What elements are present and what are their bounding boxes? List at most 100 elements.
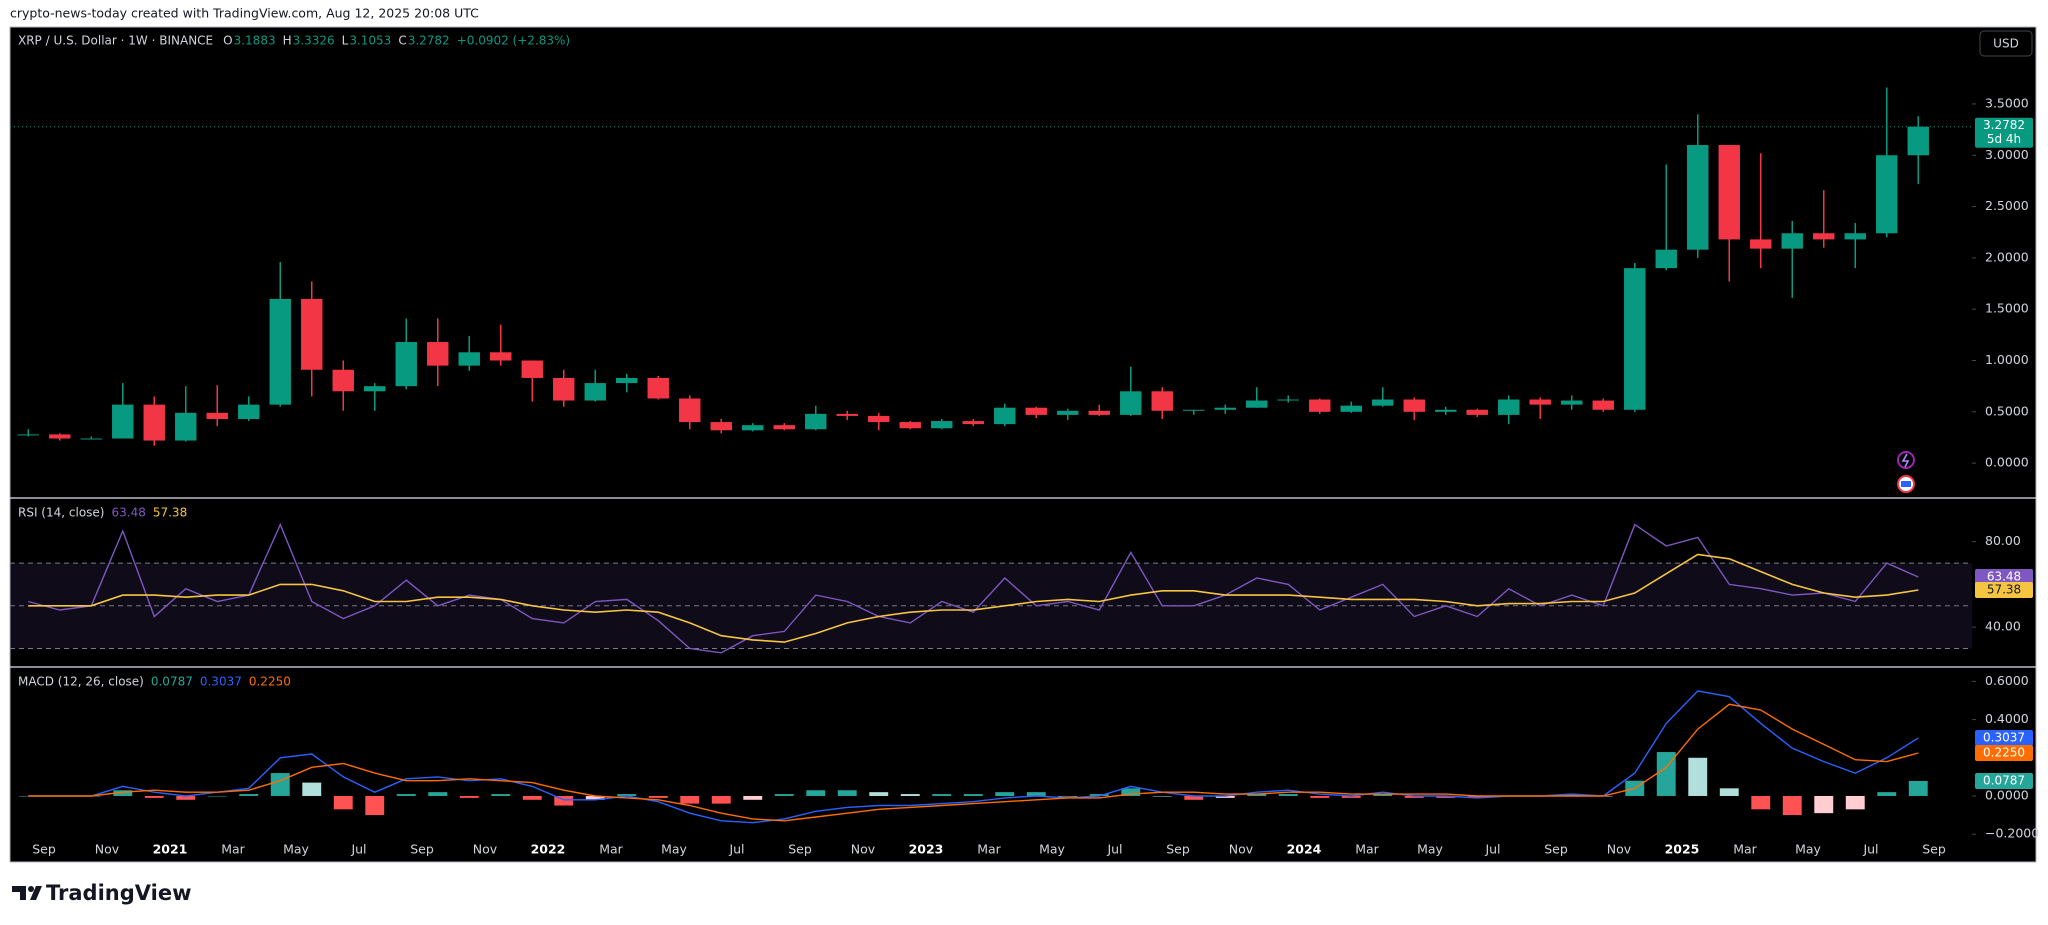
histogram-bar: [396, 794, 416, 796]
histogram-bar: [239, 794, 259, 796]
histogram-bar: [333, 795, 353, 810]
candle-body: [868, 415, 890, 423]
y-tick-label: −0.2000: [1985, 826, 2039, 841]
y-tick-label: 0.0000: [1985, 787, 2029, 802]
x-tick-label: Jul: [1484, 842, 1500, 857]
y-tick-label: 2.0000: [1985, 249, 2029, 264]
legend-value: 57.38: [153, 506, 187, 520]
candle-body: [1498, 399, 1520, 415]
candle-body: [584, 383, 606, 401]
ohlc-key: H: [283, 34, 292, 48]
x-tick-label: Jul: [728, 842, 744, 857]
histogram-bar: [459, 795, 479, 798]
histogram-bar: [900, 794, 920, 796]
y-tick-label: 0.6000: [1985, 673, 2029, 688]
candle-body: [458, 352, 480, 366]
candle-body: [206, 412, 228, 420]
histogram-bar: [648, 795, 668, 798]
ohlc-value: 3.3326: [293, 34, 335, 48]
histogram-bar: [743, 795, 763, 800]
y-tick-label: 0.5000: [1985, 403, 2029, 418]
candle-body: [710, 422, 732, 431]
histogram-bar: [1688, 757, 1708, 796]
histogram-bar: [837, 790, 857, 796]
histogram-bar: [428, 792, 448, 796]
candle-body: [1876, 155, 1898, 234]
candle-body: [1403, 399, 1425, 412]
candle-body: [1687, 144, 1709, 250]
ohlc-key: O: [223, 34, 232, 48]
candle-body: [1718, 144, 1740, 240]
candle-body: [647, 377, 669, 399]
candle-body: [521, 360, 543, 378]
candle-body: [364, 386, 386, 392]
y-tick-label: 3.0000: [1985, 147, 2029, 162]
candle-body: [427, 342, 449, 366]
countdown-label: 5d 4h: [1987, 132, 2021, 146]
candle-body: [1372, 399, 1394, 406]
x-tick-label: May: [661, 842, 687, 857]
event-icon[interactable]: [1897, 451, 1915, 469]
histogram-bar: [711, 795, 731, 804]
candle-body: [1781, 233, 1803, 249]
histogram-bar: [1467, 795, 1487, 798]
x-tick-label: May: [1039, 842, 1065, 857]
candle-body: [1088, 410, 1110, 415]
x-tick-label: Jul: [1862, 842, 1878, 857]
axis-badge-box: [1975, 745, 2033, 761]
x-tick-label: May: [1795, 842, 1821, 857]
histogram-bar: [1310, 795, 1330, 798]
candle-body: [1466, 409, 1488, 415]
currency-button-label[interactable]: USD: [1993, 37, 2019, 51]
ohlc-key: C: [398, 34, 406, 48]
x-tick-label: Nov: [1229, 842, 1254, 857]
currency-button[interactable]: USD: [1979, 30, 2033, 57]
axis-badge: 57.38: [1987, 583, 2021, 597]
candle-body: [1120, 391, 1142, 415]
axis-badge-box: [1975, 772, 2033, 789]
histogram-bar: [522, 795, 542, 800]
histogram-bar: [1341, 795, 1361, 798]
candle-body: [17, 434, 39, 436]
histogram-bar: [365, 795, 385, 816]
x-tick-label: Nov: [473, 842, 498, 857]
indicator-title: MACD (12, 26, close): [18, 675, 144, 689]
x-tick-label: Sep: [1922, 842, 1946, 857]
histogram-bar: [680, 795, 700, 804]
price-change: +0.0902 (+2.83%): [457, 34, 570, 48]
x-tick-label: May: [1417, 842, 1443, 857]
candle-body: [1813, 233, 1835, 240]
x-tick-label: May: [283, 842, 309, 857]
axis-badge-box: [1975, 729, 2033, 746]
histogram-bar: [1562, 794, 1582, 796]
candle-body: [1435, 409, 1457, 412]
histogram-bar: [806, 790, 826, 796]
y-tick-label: 40.00: [1985, 619, 2021, 634]
x-tick-label: Nov: [851, 842, 876, 857]
legend-value: 0.2250: [249, 675, 291, 689]
currency-button-box[interactable]: [1979, 30, 2033, 57]
candle-body: [679, 398, 701, 423]
candle-body: [1277, 399, 1299, 401]
histogram-bar: [1656, 752, 1676, 796]
histogram-bar: [302, 782, 322, 796]
axis-badge: 63.48: [1987, 569, 2021, 583]
candle-body: [143, 404, 165, 441]
candle-body: [773, 425, 795, 430]
histogram-bar: [1278, 794, 1298, 796]
attribution: crypto-news-today created with TradingVi…: [10, 6, 479, 21]
candle-body: [1529, 399, 1551, 405]
x-tick-label: Mar: [1355, 842, 1379, 857]
x-tick-label: Mar: [599, 842, 623, 857]
y-tick-label: 80.00: [1985, 533, 2021, 548]
candle-body: [1844, 233, 1866, 240]
histogram-bar: [932, 794, 952, 796]
chart-title: XRP / U.S. Dollar · 1W · BINANCE: [18, 34, 213, 48]
histogram-bar: [18, 795, 38, 797]
histogram-bar: [1751, 795, 1771, 810]
y-tick-label: 3.5000: [1985, 95, 2029, 110]
histogram-bar: [869, 792, 889, 796]
indicator-line: [28, 553, 1919, 643]
candle-body: [616, 377, 638, 384]
